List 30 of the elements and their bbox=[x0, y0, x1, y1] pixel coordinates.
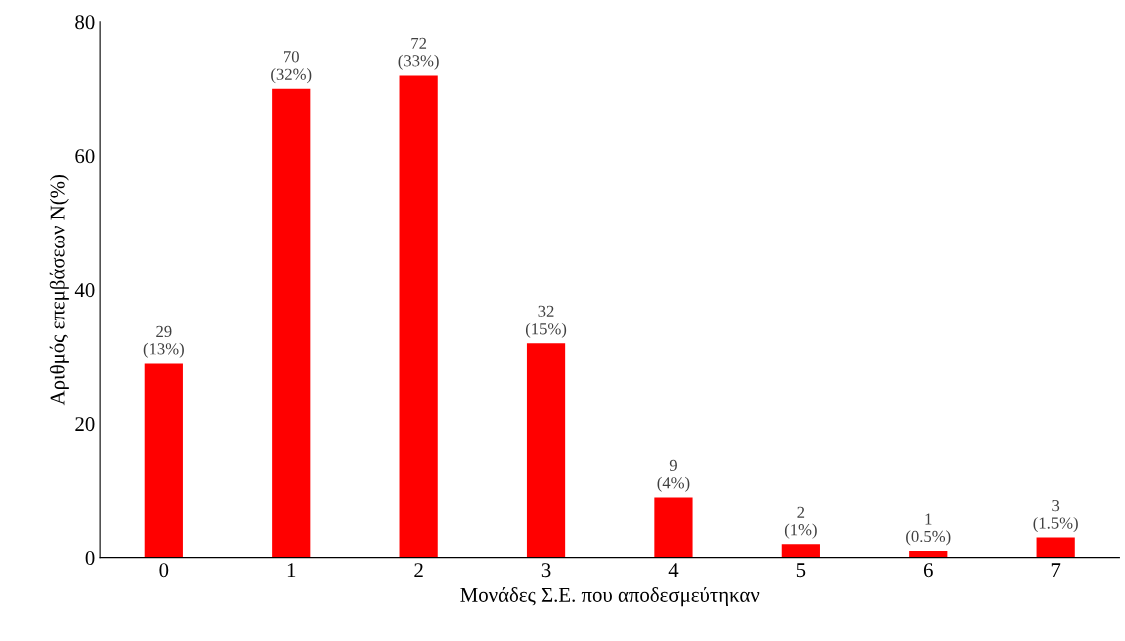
x-tick-label: 6 bbox=[923, 563, 933, 578]
bar bbox=[1036, 537, 1075, 558]
y-tick-label: 60 bbox=[75, 149, 95, 164]
bar bbox=[654, 497, 693, 558]
y-axis-title: Αριθμός επεμβάσεων N(%) bbox=[49, 174, 69, 406]
bar bbox=[526, 343, 566, 558]
x-tick-label: 7 bbox=[1051, 563, 1061, 577]
data-label: 2 (1%) bbox=[784, 506, 817, 539]
y-tick-label: 40 bbox=[74, 283, 95, 298]
bar bbox=[781, 544, 820, 558]
x-tick-label: 5 bbox=[796, 563, 806, 578]
data-label: 9 (4%) bbox=[657, 459, 690, 492]
data-label: 29 (13%) bbox=[143, 325, 184, 358]
bar bbox=[399, 75, 438, 558]
x-tick-label: 4 bbox=[668, 563, 679, 577]
x-tick-label: 1 bbox=[287, 563, 296, 577]
data-label: 70 (32%) bbox=[271, 51, 312, 84]
y-tick-label: 80 bbox=[75, 15, 95, 30]
data-label: 1 (0.5%) bbox=[906, 513, 951, 546]
data-label: 32 (15%) bbox=[525, 305, 567, 338]
data-label: 72 (33%) bbox=[398, 37, 439, 70]
x-tick-label: 0 bbox=[159, 563, 169, 578]
y-tick-label: 0 bbox=[85, 551, 95, 566]
x-axis-title: Μονάδες Σ.Ε. που αποδεσμεύτηκαν bbox=[460, 586, 760, 607]
bar bbox=[272, 88, 311, 558]
y-tick-label: 20 bbox=[75, 417, 95, 432]
x-tick-label: 3 bbox=[541, 563, 551, 578]
bar bbox=[144, 363, 183, 558]
data-label: 3 (1.5%) bbox=[1033, 500, 1078, 533]
x-tick-label: 2 bbox=[414, 563, 423, 577]
